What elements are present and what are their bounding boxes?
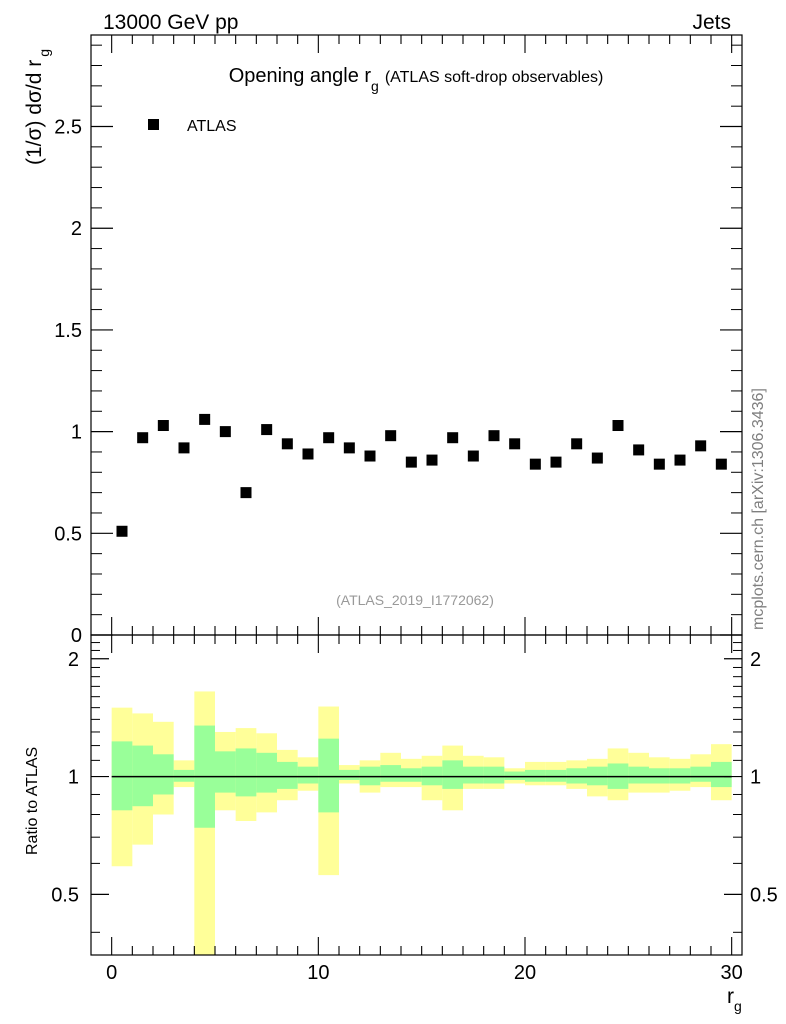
x-axis-label-sub: g xyxy=(734,998,742,1014)
y-axis-label-sub: g xyxy=(36,49,52,57)
data-point xyxy=(633,444,645,456)
stat-uncertainty-band xyxy=(463,766,484,784)
stat-uncertainty-band xyxy=(215,751,236,793)
main-y-tick-label: 2.5 xyxy=(54,117,82,139)
x-axis-label-text: r xyxy=(727,985,734,1008)
main-y-axis: 0 0.5 1 1.5 2 2.5 xyxy=(54,44,742,647)
data-point xyxy=(426,454,438,466)
ratio-y-tick-label: 2 xyxy=(68,649,79,671)
data-point xyxy=(653,458,665,470)
data-point xyxy=(715,458,727,470)
data-point xyxy=(385,430,397,442)
main-y-tick-label: 2 xyxy=(71,218,82,240)
data-point xyxy=(240,487,252,499)
stat-uncertainty-band xyxy=(401,768,422,782)
stat-uncertainty-band xyxy=(256,752,277,793)
data-point xyxy=(488,430,500,442)
stat-uncertainty-band xyxy=(297,766,319,784)
ratio-y-axis: 0.5 0.5 1 1 2 2 xyxy=(51,642,778,933)
x-tick-label: 30 xyxy=(721,962,743,984)
data-point xyxy=(261,424,273,436)
data-point xyxy=(467,450,479,462)
stat-uncertainty-band xyxy=(318,738,339,813)
title-subscript: g xyxy=(371,78,379,94)
energy-label: 13000 GeV pp xyxy=(103,11,238,34)
data-point xyxy=(364,450,376,462)
title-text: Opening angle r xyxy=(229,65,372,87)
data-point xyxy=(323,432,335,444)
stat-uncertainty-band xyxy=(504,771,525,780)
stat-uncertainty-band xyxy=(235,748,257,797)
data-point xyxy=(219,426,231,438)
main-y-tick-label: 0.5 xyxy=(54,523,82,545)
data-point xyxy=(695,440,707,452)
stat-uncertainty-band xyxy=(690,766,711,782)
ratio-y-tick-label-right: 1 xyxy=(750,767,761,789)
data-point xyxy=(529,458,541,470)
data-point xyxy=(281,438,293,450)
x-tick-label: 20 xyxy=(514,962,536,984)
data-point xyxy=(509,438,521,450)
stat-uncertainty-band xyxy=(277,761,298,789)
y-axis-label: (1/σ) dσ/d r g xyxy=(23,49,52,165)
stat-uncertainty-band xyxy=(153,754,174,795)
data-point xyxy=(157,420,169,432)
data-point xyxy=(178,442,190,454)
data-point xyxy=(591,452,603,464)
ratio-y-tick-label: 0.5 xyxy=(51,884,79,906)
uncertainty-bands xyxy=(111,691,732,955)
main-x-axis xyxy=(111,35,733,635)
ratio-y-tick-label: 1 xyxy=(68,767,79,789)
data-point xyxy=(116,525,128,537)
ratio-frame xyxy=(90,634,743,956)
stat-uncertainty-band xyxy=(339,769,360,780)
stat-uncertainty-band xyxy=(483,766,505,784)
source-label: mcplots.cern.ch [arXiv:1306.3436] xyxy=(750,388,767,630)
y-axis-label-text: (1/σ) dσ/d r xyxy=(23,60,46,165)
data-points xyxy=(116,413,727,537)
stat-uncertainty-band xyxy=(442,760,463,789)
data-point xyxy=(405,456,417,468)
main-y-tick-label: 1.5 xyxy=(54,320,82,342)
category-label: Jets xyxy=(692,11,731,34)
stat-uncertainty-band xyxy=(628,766,649,784)
ratio-x-axis: 0 10 20 30 xyxy=(106,635,743,984)
ratio-y-tick-label-right: 2 xyxy=(750,649,761,671)
main-y-tick-label: 1 xyxy=(71,422,82,444)
x-tick-label: 10 xyxy=(307,962,329,984)
legend-label: ATLAS xyxy=(187,118,237,135)
data-point xyxy=(571,438,583,450)
ratio-panel: 0.5 0.5 1 1 2 2 0 10 20 30 Ratio to ATLAS rg xyxy=(24,634,778,1014)
main-title: Opening angle rg (ATLAS soft-drop observa… xyxy=(229,65,604,94)
x-tick-label: 0 xyxy=(106,962,117,984)
data-point xyxy=(612,420,624,432)
legend-marker xyxy=(148,119,159,130)
data-point xyxy=(343,442,355,454)
ratio-y-tick-label-right: 0.5 xyxy=(750,884,778,906)
data-point xyxy=(302,448,314,460)
stat-uncertainty-band xyxy=(711,761,732,788)
data-point xyxy=(137,432,149,444)
x-axis-label: rg xyxy=(727,985,742,1014)
watermark-label: (ATLAS_2019_I1772062) xyxy=(336,592,494,608)
data-point xyxy=(674,454,686,466)
data-point xyxy=(550,456,562,468)
stat-uncertainty-band xyxy=(380,765,401,782)
data-point xyxy=(199,413,211,425)
data-point xyxy=(447,432,459,444)
main-y-tick-label: 0 xyxy=(71,625,82,647)
title-suffix: (ATLAS soft-drop observables) xyxy=(385,69,603,86)
ratio-y-axis-label: Ratio to ATLAS xyxy=(24,747,41,855)
main-panel: (ATLAS_2019_I1772062) Opening angle rg (A… xyxy=(23,34,743,647)
